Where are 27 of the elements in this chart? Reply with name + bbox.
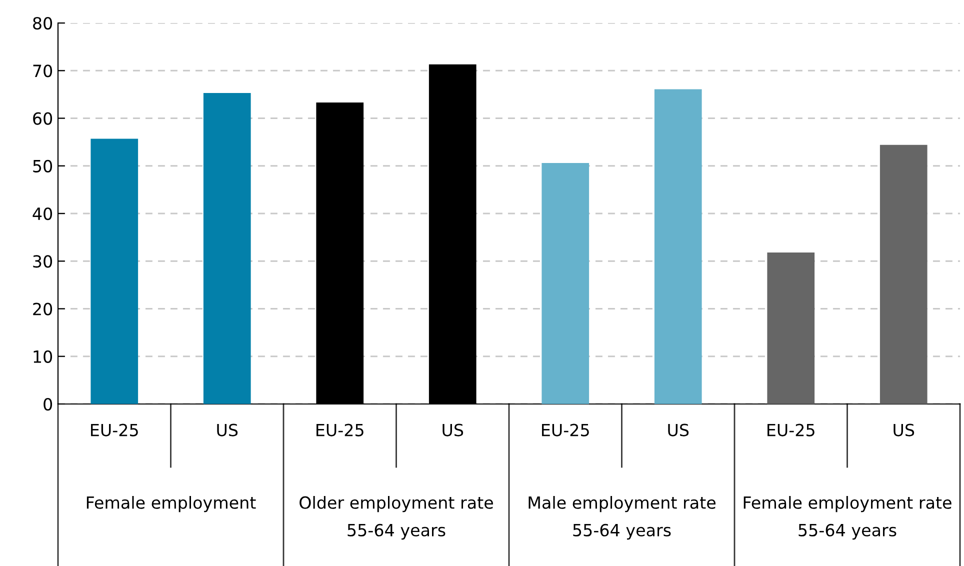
y-tick-label: 80 bbox=[33, 16, 52, 30]
x-tick-label: EU-25 bbox=[768, 424, 814, 436]
y-tick-label: 10 bbox=[34, 350, 52, 363]
bar bbox=[203, 93, 251, 404]
x-tick-label: US bbox=[217, 424, 238, 436]
y-tick-label: 60 bbox=[33, 112, 52, 125]
y-tick-label: 40 bbox=[32, 207, 52, 220]
x-tick-label: EU-25 bbox=[91, 424, 138, 436]
text: Female employment bbox=[86, 496, 256, 512]
bar bbox=[654, 89, 702, 404]
bar bbox=[542, 163, 590, 404]
y-tick-label: 0 bbox=[44, 398, 52, 411]
x-tick-label: EU-25 bbox=[542, 424, 589, 436]
y-tick-label: 70 bbox=[33, 64, 52, 78]
bar bbox=[880, 144, 928, 404]
text: Older employment rate 55-64 years bbox=[300, 496, 493, 540]
bar bbox=[90, 138, 138, 404]
x-tick-label: US bbox=[442, 424, 464, 436]
x-tick-label: US bbox=[894, 424, 914, 436]
y-tick-label: 50 bbox=[33, 160, 52, 172]
x-tick-label: EU-25 bbox=[316, 424, 364, 436]
y-tick-label: 30 bbox=[33, 255, 52, 268]
text: Female employment rate 55-64 years bbox=[744, 496, 952, 540]
x-tick-label: US bbox=[668, 424, 689, 436]
bar bbox=[767, 252, 815, 404]
text: Male employment rate 55-64 years bbox=[528, 496, 716, 540]
y-tick-label: 20 bbox=[33, 302, 52, 316]
